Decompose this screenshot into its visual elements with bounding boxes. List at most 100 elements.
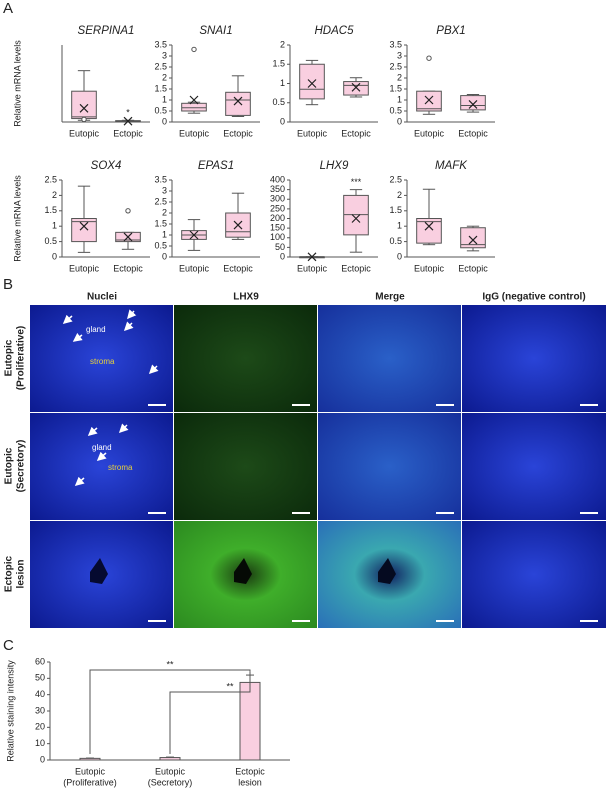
- y-tick-label: 0: [397, 251, 402, 261]
- chart-title: SOX4: [91, 160, 122, 172]
- mean-marker: [189, 95, 199, 105]
- lumen: [234, 558, 252, 584]
- row-label: (Proliferative): [16, 326, 27, 390]
- y-axis-label: Relative staining intensity: [5, 660, 15, 762]
- x-tick-label: Ectopic: [235, 766, 265, 776]
- y-tick-label: 60: [35, 656, 45, 666]
- y-tick-label: 2: [280, 39, 285, 49]
- outlier: [81, 116, 87, 123]
- row-label: Eutopic: [4, 339, 15, 376]
- image: [174, 413, 317, 520]
- y-tick-label: 0: [280, 251, 285, 261]
- x-tick-label: Ectopic: [458, 263, 488, 273]
- y-tick-label: 1.5: [44, 205, 57, 215]
- y-tick-label: 0.5: [44, 236, 57, 246]
- chart-title: HDAC5: [315, 25, 355, 37]
- annotation: stroma: [90, 357, 115, 366]
- significance: *: [126, 108, 130, 118]
- chart-title: SNAI1: [199, 25, 232, 37]
- y-tick-label: 40: [35, 689, 45, 699]
- x-tick-label: Eutopic: [179, 128, 210, 138]
- significance: **: [166, 659, 174, 669]
- image: [318, 305, 461, 412]
- box: [299, 63, 325, 100]
- y-tick-label: 20: [35, 722, 45, 732]
- mean-marker: [189, 230, 199, 240]
- column-header: LHX9: [233, 292, 259, 303]
- y-tick-label: 1.5: [389, 83, 402, 93]
- y-tick-label: 0.5: [389, 105, 402, 115]
- x-tick-label: Ectopic: [223, 128, 253, 138]
- y-tick-label: 400: [270, 174, 285, 184]
- box: [416, 218, 442, 244]
- chart-title: MAFK: [435, 160, 468, 172]
- y-tick-label: 0.5: [154, 105, 167, 115]
- y-tick-label: 3.5: [154, 39, 167, 49]
- panel-label: A: [3, 0, 13, 17]
- y-tick-label: 0.5: [272, 97, 285, 107]
- outlier: [191, 46, 197, 53]
- box: [181, 102, 207, 112]
- y-tick-label: 1: [52, 221, 57, 231]
- y-tick-label: 150: [270, 223, 285, 233]
- significance: **: [226, 681, 234, 691]
- box: [71, 90, 97, 120]
- mean-marker: [233, 220, 243, 230]
- y-tick-label: 0: [162, 116, 167, 126]
- y-tick-label: 3: [397, 50, 402, 60]
- panel-label: C: [3, 637, 14, 654]
- panel-label: B: [3, 276, 13, 293]
- y-tick-label: 2.5: [389, 174, 402, 184]
- image: [462, 305, 606, 412]
- chart-title: SERPINA1: [78, 25, 135, 37]
- x-tick-label: Eutopic: [414, 263, 445, 273]
- y-tick-label: 2.5: [154, 196, 167, 206]
- bar: [239, 681, 261, 761]
- image: [462, 413, 606, 520]
- y-tick-label: 1: [280, 78, 285, 88]
- y-tick-label: 30: [35, 705, 45, 715]
- y-tick-label: 1.5: [389, 205, 402, 215]
- x-tick-label: Ectopic: [341, 263, 371, 273]
- mean-marker: [424, 221, 434, 231]
- y-tick-label: 0: [162, 251, 167, 261]
- mean-marker: [233, 96, 243, 106]
- x-tick-label: Eutopic: [75, 766, 106, 776]
- outlier: [426, 55, 432, 61]
- y-tick-label: 2: [162, 72, 167, 82]
- significance: ***: [351, 177, 362, 187]
- lumen: [378, 558, 396, 584]
- column-header: Nuclei: [87, 292, 117, 303]
- y-tick-label: 3: [162, 50, 167, 60]
- micrographs: gland stroma gland stroma: [30, 305, 606, 628]
- image: [30, 305, 173, 412]
- y-tick-label: 250: [270, 203, 285, 213]
- x-tick-label: (Proliferative): [63, 777, 117, 787]
- y-tick-label: 3.5: [389, 39, 402, 49]
- x-tick-label: Eutopic: [179, 263, 210, 273]
- box: [225, 212, 251, 238]
- y-tick-label: 1: [397, 94, 402, 104]
- row-label: lesion: [16, 560, 27, 589]
- box: [343, 81, 369, 96]
- x-tick-label: Ectopic: [113, 263, 143, 273]
- y-tick-label: 2: [397, 72, 402, 82]
- y-tick-label: 0: [397, 116, 402, 126]
- x-tick-label: Eutopic: [155, 766, 186, 776]
- image: [174, 305, 317, 412]
- image: [462, 521, 606, 628]
- y-tick-label: 1.5: [272, 59, 285, 69]
- row-label: (Secretory): [16, 440, 27, 493]
- mean-marker: [307, 79, 317, 88]
- y-axis-label: Relative mRNA levels: [12, 40, 22, 127]
- box: [225, 91, 251, 116]
- x-tick-label: Ectopic: [223, 263, 253, 273]
- bar: [79, 757, 101, 761]
- y-tick-label: 300: [270, 194, 285, 204]
- y-tick-label: 200: [270, 213, 285, 223]
- y-tick-label: 0: [280, 116, 285, 126]
- y-tick-label: 1: [397, 221, 402, 231]
- image: [30, 413, 173, 520]
- y-tick-label: 10: [35, 738, 45, 748]
